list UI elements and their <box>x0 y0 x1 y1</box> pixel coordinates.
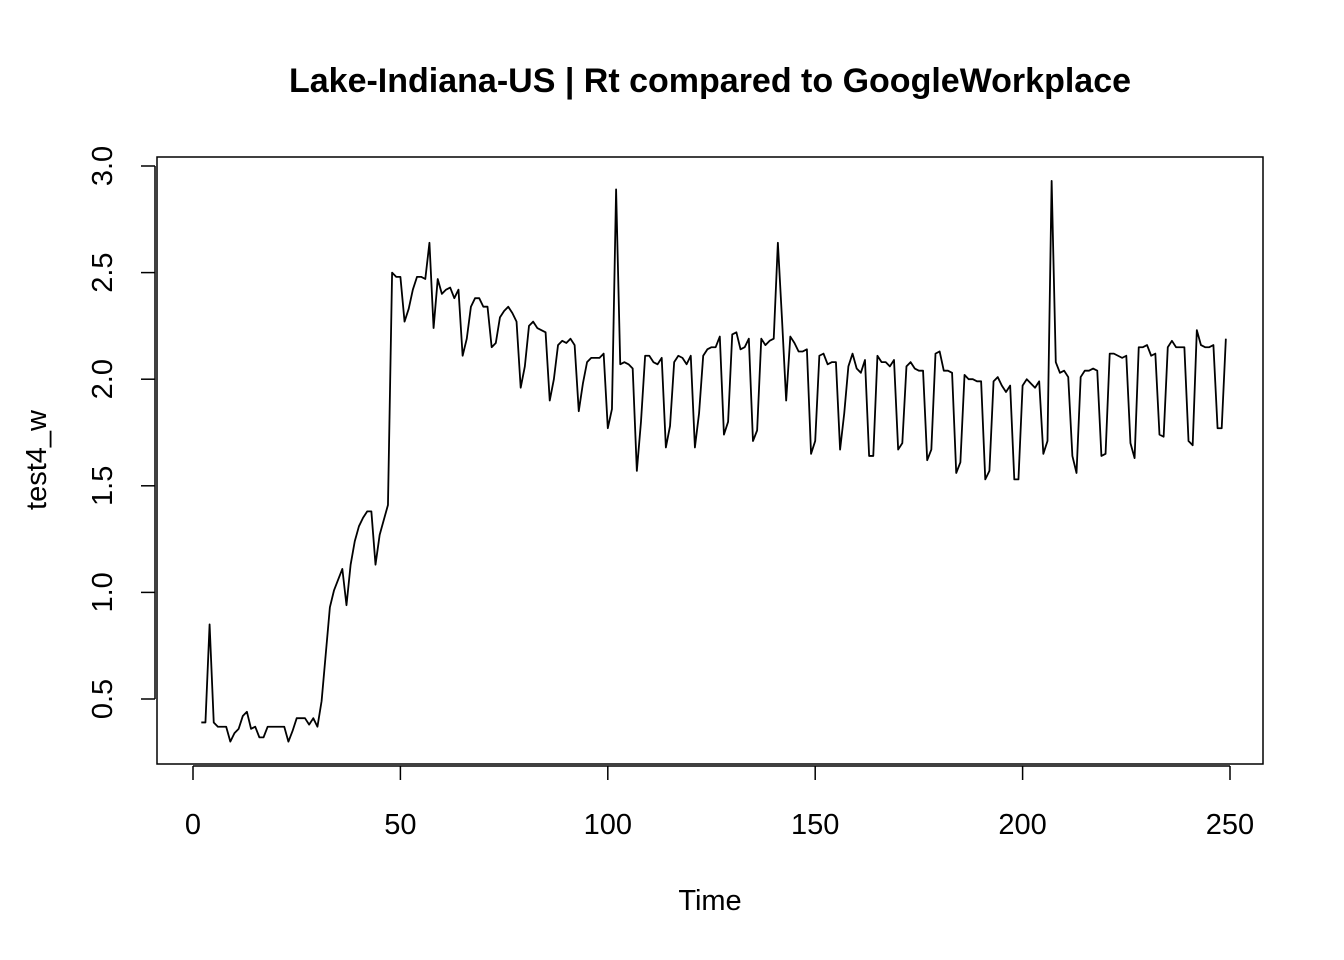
x-tick-label: 150 <box>791 809 839 841</box>
series-layer <box>201 180 1227 743</box>
y-axis: 0.5 1.0 1.5 2.0 2.5 3.0 <box>87 146 156 719</box>
plot-frame <box>156 156 1264 765</box>
y-tick-label: 3.0 <box>87 146 119 186</box>
x-tick-label: 200 <box>998 809 1046 841</box>
y-tick-label: 1.5 <box>87 466 119 506</box>
y-tick-label: 2.0 <box>87 359 119 399</box>
y-tick-label: 0.5 <box>87 679 119 719</box>
y-axis-label: test4_w <box>21 409 53 510</box>
y-tick-label: 1.0 <box>87 572 119 612</box>
x-tick-label: 250 <box>1206 809 1254 841</box>
x-axis-label: Time <box>678 885 741 917</box>
y-tick-label: 2.5 <box>87 252 119 292</box>
x-axis: 0 50 100 150 200 250 <box>185 765 1254 841</box>
series-line <box>201 180 1227 743</box>
x-tick-label: 0 <box>185 809 201 841</box>
chart-title: Lake-Indiana-US | Rt compared to GoogleW… <box>289 62 1131 100</box>
x-tick-label: 100 <box>584 809 632 841</box>
x-tick-label: 50 <box>384 809 416 841</box>
